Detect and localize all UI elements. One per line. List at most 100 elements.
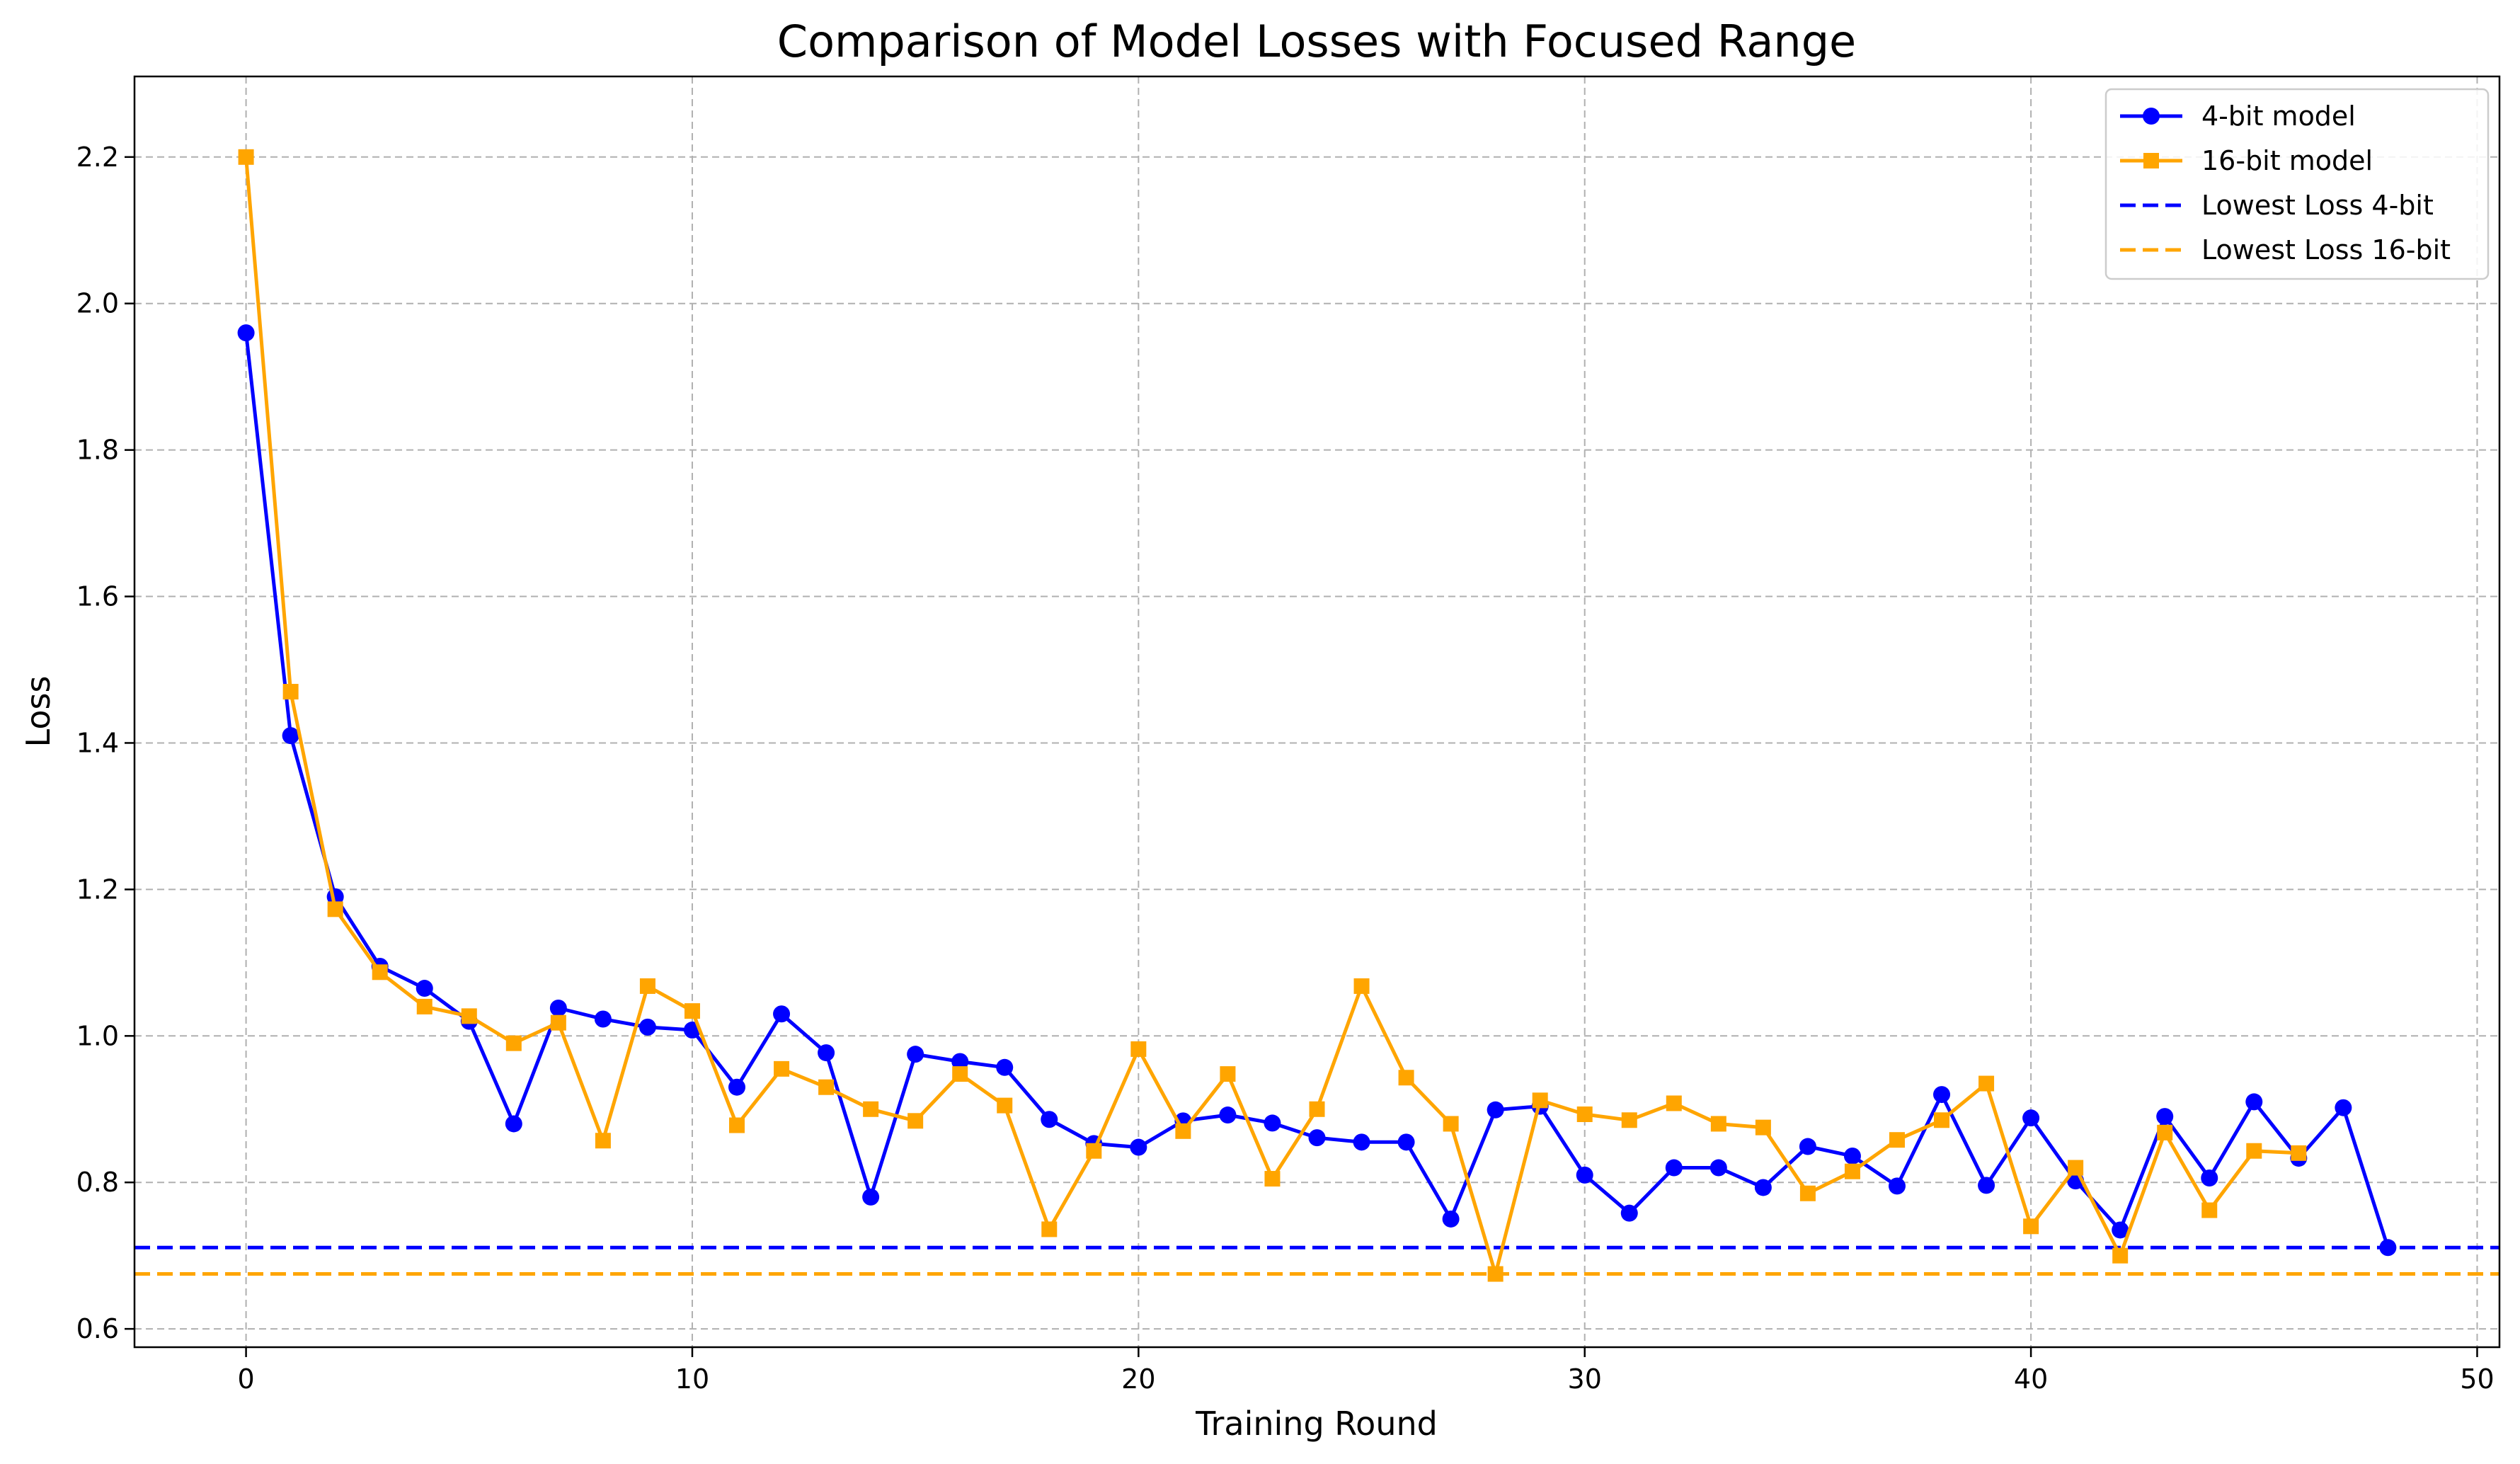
data-point bbox=[1086, 1143, 1102, 1159]
x-tick-label: 10 bbox=[675, 1363, 709, 1395]
data-point bbox=[372, 964, 388, 980]
data-point bbox=[505, 1035, 522, 1051]
data-point bbox=[639, 978, 655, 994]
data-point bbox=[2023, 1218, 2039, 1235]
data-point bbox=[1309, 1101, 1325, 1117]
data-point bbox=[996, 1058, 1014, 1076]
data-point bbox=[2245, 1093, 2263, 1111]
x-axis-label: Training Round bbox=[1195, 1405, 1438, 1443]
data-point bbox=[1576, 1166, 1593, 1184]
data-point bbox=[862, 1188, 880, 1206]
data-point bbox=[2156, 1108, 2174, 1126]
data-point bbox=[1754, 1179, 1772, 1196]
data-point bbox=[684, 1003, 700, 1019]
data-point bbox=[2246, 1143, 2262, 1159]
data-point bbox=[1621, 1112, 1637, 1128]
data-point bbox=[2022, 1109, 2040, 1127]
legend-entry: Lowest Loss 16-bit bbox=[2120, 234, 2451, 265]
data-point bbox=[1130, 1138, 1147, 1156]
y-tick-label: 0.8 bbox=[76, 1167, 119, 1198]
reference-lines bbox=[134, 1245, 2499, 1276]
y-tick-label: 2.0 bbox=[76, 288, 119, 319]
data-point bbox=[2201, 1202, 2218, 1218]
x-tick-label: 0 bbox=[238, 1363, 255, 1395]
legend-entry: Lowest Loss 4-bit bbox=[2120, 190, 2434, 221]
data-point bbox=[594, 1010, 612, 1028]
y-tick-label: 1.0 bbox=[76, 1020, 119, 1051]
data-point bbox=[1353, 978, 1370, 994]
data-point bbox=[1532, 1092, 1548, 1109]
data-point bbox=[907, 1113, 924, 1129]
data-point bbox=[729, 1117, 745, 1133]
data-point bbox=[997, 1097, 1013, 1114]
plot-frame bbox=[133, 75, 2501, 1349]
data-point bbox=[863, 1101, 879, 1117]
data-point bbox=[1264, 1114, 1281, 1132]
legend-entry: 16-bit model bbox=[2120, 145, 2373, 176]
data-point bbox=[1889, 1132, 1905, 1148]
legend: 4-bit model 16-bit model Lowest Loss 4-bit… bbox=[2104, 88, 2490, 280]
series-layer bbox=[237, 149, 2397, 1282]
data-point bbox=[2157, 1124, 2173, 1140]
data-point bbox=[728, 1078, 746, 1096]
data-point bbox=[2068, 1160, 2084, 1176]
data-point bbox=[907, 1046, 924, 1063]
data-point bbox=[1843, 1147, 1861, 1165]
data-point bbox=[327, 901, 343, 917]
data-point bbox=[1487, 1266, 1504, 1282]
data-point bbox=[237, 324, 255, 342]
series-line bbox=[244, 156, 2299, 1276]
data-point bbox=[1175, 1123, 1191, 1139]
legend-label: 4-bit model bbox=[2201, 101, 2356, 132]
data-point bbox=[416, 998, 433, 1014]
y-axis-label: Loss bbox=[19, 676, 57, 748]
data-point bbox=[2335, 1099, 2352, 1116]
data-point bbox=[1398, 1070, 1414, 1086]
data-point bbox=[1308, 1129, 1326, 1147]
data-point bbox=[2379, 1239, 2397, 1257]
data-point bbox=[1041, 1111, 1058, 1128]
data-point bbox=[549, 999, 567, 1017]
data-point bbox=[2112, 1247, 2129, 1264]
data-point bbox=[2112, 1221, 2129, 1239]
data-point bbox=[951, 1053, 969, 1070]
data-point bbox=[1933, 1086, 1951, 1104]
data-point bbox=[1844, 1163, 1860, 1179]
x-tick-label: 30 bbox=[1568, 1363, 1602, 1395]
data-point bbox=[1978, 1177, 1995, 1194]
y-tick-label: 1.4 bbox=[76, 727, 119, 758]
axis-ticks: 0 10 20 30 40 50 0.6 0.8 1.0 1.2 1.4 1.6 1.8 2.0 2.2 bbox=[76, 142, 2495, 1395]
data-point bbox=[1666, 1095, 1682, 1111]
data-point bbox=[952, 1066, 968, 1082]
data-point bbox=[282, 684, 299, 700]
data-point bbox=[505, 1115, 522, 1133]
data-point bbox=[2291, 1145, 2307, 1161]
data-point bbox=[1799, 1185, 1816, 1201]
data-point bbox=[773, 1005, 791, 1023]
data-point bbox=[1220, 1066, 1236, 1082]
data-point bbox=[1264, 1171, 1281, 1187]
data-point bbox=[1888, 1177, 1906, 1195]
data-point bbox=[1130, 1041, 1147, 1057]
data-point bbox=[2201, 1170, 2218, 1187]
x-tick-label: 50 bbox=[2460, 1363, 2494, 1395]
data-point bbox=[416, 980, 433, 997]
legend-label: Lowest Loss 16-bit bbox=[2201, 234, 2451, 265]
data-point bbox=[1978, 1075, 1995, 1092]
data-point bbox=[1620, 1204, 1638, 1222]
y-tick-label: 1.2 bbox=[76, 874, 119, 905]
data-point bbox=[238, 149, 254, 165]
y-tick-label: 1.6 bbox=[76, 581, 119, 612]
data-point bbox=[1487, 1101, 1504, 1119]
y-tick-label: 2.2 bbox=[76, 142, 119, 173]
chart-title: Comparison of Model Losses with Focused … bbox=[777, 16, 1856, 67]
legend-label: Lowest Loss 4-bit bbox=[2201, 190, 2434, 221]
data-point bbox=[1710, 1116, 1726, 1132]
data-point bbox=[1799, 1138, 1816, 1155]
data-point bbox=[461, 1008, 477, 1024]
data-point bbox=[1219, 1106, 1237, 1124]
legend-label: 16-bit model bbox=[2201, 145, 2373, 176]
data-point bbox=[282, 727, 299, 745]
data-point bbox=[1353, 1133, 1370, 1151]
